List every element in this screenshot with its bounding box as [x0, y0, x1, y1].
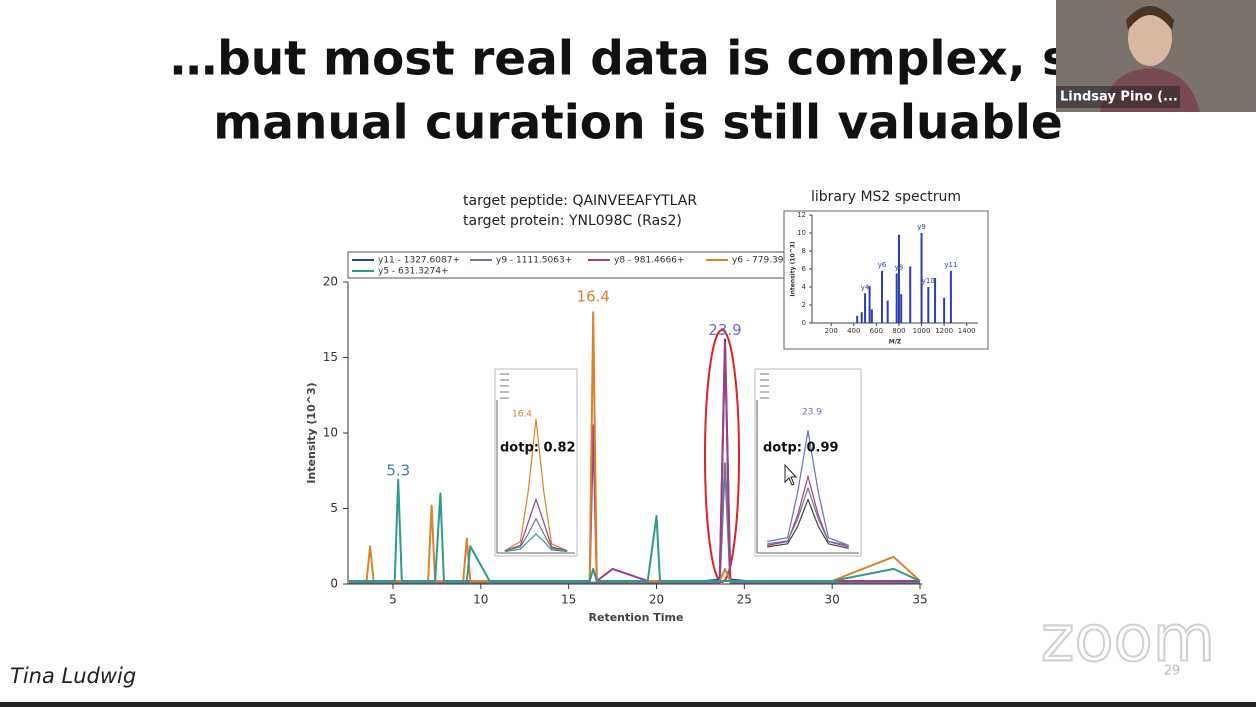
legend-label: y9 - 1111.5063+	[496, 256, 572, 266]
ion-label: y11	[944, 261, 957, 269]
series-line	[504, 518, 568, 552]
spectrum-peak	[886, 300, 889, 323]
y-tick-label: 15	[323, 350, 338, 364]
y-tick-label: 8	[802, 247, 806, 255]
x-axis-label: M/Z	[889, 339, 902, 346]
x-tick-label: 35	[912, 593, 927, 607]
series-line	[349, 478, 921, 582]
spectrum-peak	[856, 315, 859, 323]
y-tick-label: 10	[797, 229, 806, 237]
spectrum-peak	[881, 270, 884, 323]
y-axis-label: Intensity (10^3)	[790, 241, 797, 297]
spectrum-peak	[870, 309, 873, 323]
inset-frame	[754, 368, 862, 557]
y-tick-label: 0	[802, 319, 806, 327]
spectrum-peak	[927, 287, 930, 323]
ion-label: y10	[922, 277, 935, 285]
inset-peak-label: 23.9	[802, 408, 822, 418]
name-background	[1056, 86, 1180, 108]
x-tick-label: 10	[473, 593, 488, 607]
peptide-label: target peptide: QAINVEEAFYTLAR	[463, 193, 697, 209]
x-tick-label: 800	[892, 327, 905, 335]
series-line	[767, 430, 850, 546]
dotp-score: dotp: 0.99	[763, 441, 839, 456]
peak-label: 16.4	[577, 288, 610, 306]
x-tick-label: 1000	[913, 327, 931, 335]
x-tick-label: 1200	[935, 327, 953, 335]
peak-label: 5.3	[386, 461, 410, 479]
dotp-score: dotp: 0.82	[500, 441, 576, 456]
inset-peak-label: 16.4	[512, 410, 532, 420]
protein-label: target protein: YNL098C (Ras2)	[463, 213, 682, 229]
presenter-name: Tina Ludwig	[10, 664, 136, 688]
series-line	[504, 418, 568, 552]
series-line	[504, 533, 568, 553]
spectrum-peak	[949, 270, 952, 323]
x-tick-label: 1400	[958, 327, 976, 335]
ion-label: y8	[895, 264, 904, 272]
y-tick-label: 10	[323, 426, 338, 440]
inset-frame	[494, 368, 578, 557]
person-hair	[1126, 6, 1174, 30]
y-tick-label: 0	[330, 577, 338, 591]
legend-label: y5 - 631.3274+	[378, 267, 449, 277]
x-axis-label: Retention Time	[589, 611, 684, 624]
series-line	[504, 498, 568, 552]
slide-title: …but most real data is complex, s	[170, 32, 1070, 87]
mouse-cursor	[784, 463, 798, 486]
x-tick-label: 400	[847, 327, 860, 335]
legend-label: y8 - 981.4666+	[614, 256, 685, 266]
x-tick-label: 25	[737, 593, 752, 607]
y-axis-label: Intensity (10^3)	[305, 382, 318, 483]
peak-label: 23.9	[708, 321, 741, 339]
x-tick-label: 20	[649, 593, 664, 607]
participant-name: Lindsay Pino (...	[1060, 90, 1178, 105]
spectrum-peak	[897, 234, 900, 323]
spectrum-title: library MS2 spectrum	[811, 189, 961, 205]
x-tick-label: 600	[870, 327, 883, 335]
y-tick-label: 6	[802, 265, 807, 273]
y-tick-label: 4	[802, 283, 807, 291]
y-tick-label: 20	[323, 275, 338, 289]
spectrum-peak	[934, 278, 937, 323]
bottom-bar	[0, 702, 1256, 707]
ion-label: y6	[878, 261, 887, 269]
x-tick-label: 200	[825, 327, 838, 335]
x-tick-label: 15	[561, 593, 576, 607]
series-line	[767, 487, 849, 546]
spectrum-frame	[783, 210, 989, 350]
video-tile: Lindsay Pino (...	[1056, 0, 1256, 112]
spectrum-peak	[895, 273, 898, 323]
y-tick-label: 5	[330, 501, 338, 515]
legend: y11 - 1327.6087+ y9 - 1111.5063+ y8 - 981.…	[352, 256, 784, 277]
spectrum-peak	[920, 233, 923, 323]
y-tick-label: 12	[797, 211, 806, 219]
person-face	[1128, 10, 1172, 66]
legend-label: y6 - 779.39	[732, 256, 784, 266]
library-spectrum: library MS2 spectrum	[783, 189, 989, 350]
ion-label: y4	[861, 283, 870, 291]
x-tick-label: 30	[825, 593, 840, 607]
page-number: 29	[1164, 664, 1181, 679]
spectrum-peak	[900, 294, 903, 323]
spectrum-peak	[909, 266, 912, 323]
spectrum-peak	[943, 297, 946, 323]
spectrum-peak	[868, 286, 871, 323]
legend-label: y11 - 1327.6087+	[378, 256, 460, 266]
spectrum-peak	[864, 293, 867, 323]
zoom-watermark: zoom	[1041, 603, 1215, 677]
spectrum-peak	[860, 312, 863, 323]
slide-title: manual curation is still valuable	[213, 96, 1063, 151]
series-line	[349, 311, 921, 582]
y-tick-label: 2	[802, 301, 806, 309]
ion-label: y9	[917, 223, 926, 231]
x-tick-label: 5	[389, 593, 397, 607]
series-line	[767, 498, 849, 549]
